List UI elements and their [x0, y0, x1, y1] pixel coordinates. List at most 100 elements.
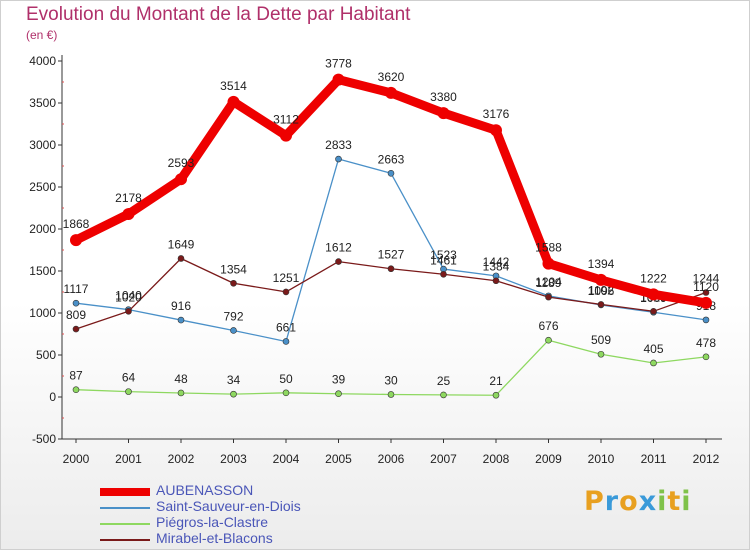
series-segment-mirabel-et-blacons	[180, 257, 235, 284]
data-label-mirabel-et-blacons: 1251	[273, 271, 300, 285]
data-label-aubenasson: 3112	[273, 113, 299, 127]
data-label-aubenasson: 3778	[325, 57, 352, 71]
data-point-aubenasson	[332, 73, 345, 86]
data-point-aubenasson	[542, 257, 555, 270]
data-point-mirabel-et-blacons	[387, 265, 395, 273]
data-label-mirabel-et-blacons: 1527	[378, 248, 405, 262]
series-segment-pi-gros-la-clastre	[547, 339, 602, 355]
series-segment-saint-sauveur-en-diois	[285, 158, 340, 343]
data-point-aubenasson	[227, 95, 240, 108]
series-segment-aubenasson	[229, 97, 291, 141]
x-tick-label: 2000	[63, 452, 90, 466]
data-label-saint-sauveur-en-diois: 792	[223, 309, 243, 323]
series-segment-aubenasson	[596, 275, 658, 299]
data-point-aubenasson	[700, 296, 712, 309]
data-point-mirabel-et-blacons	[177, 255, 185, 262]
data-point-pi-gros-la-clastre	[702, 353, 710, 361]
data-label-pi-gros-la-clastre: 34	[227, 373, 241, 387]
logo-letter: i	[681, 486, 692, 517]
logo-letter: P	[584, 486, 605, 517]
data-label-pi-gros-la-clastre: 478	[696, 336, 716, 350]
data-point-mirabel-et-blacons	[492, 277, 500, 285]
x-tick-label: 2010	[588, 452, 615, 466]
data-point-aubenasson	[70, 234, 82, 247]
legend-label-piegros: Piégros-la-Clastre	[156, 514, 269, 530]
data-label-pi-gros-la-clastre: 50	[279, 372, 293, 386]
data-label-aubenasson: 3176	[483, 107, 510, 121]
y-tick-label: 2500	[29, 180, 56, 194]
data-label-pi-gros-la-clastre: 48	[174, 372, 188, 386]
data-label-saint-sauveur-en-diois: 661	[276, 320, 296, 334]
series-segment-saint-sauveur-en-diois	[442, 268, 497, 277]
data-label-saint-sauveur-en-diois: 1442	[483, 255, 510, 269]
series-segment-saint-sauveur-en-diois	[337, 158, 392, 174]
data-point-mirabel-et-blacons	[545, 293, 552, 301]
data-point-pi-gros-la-clastre	[650, 359, 657, 367]
data-label-aubenasson: 3620	[378, 70, 405, 84]
x-tick-label: 2005	[325, 452, 352, 466]
data-label-saint-sauveur-en-diois: 1117	[64, 282, 89, 296]
x-tick-label: 2009	[535, 452, 562, 466]
data-label-mirabel-et-blacons: 1354	[220, 262, 247, 276]
data-label-saint-sauveur-en-diois: 1204	[535, 275, 562, 289]
data-label-pi-gros-la-clastre: 676	[538, 319, 558, 333]
x-tick-label: 2006	[378, 452, 405, 466]
x-tick-label: 2004	[273, 452, 300, 466]
series-segment-saint-sauveur-en-diois	[232, 329, 287, 343]
data-label-aubenasson: 1120	[693, 280, 719, 294]
series-segment-aubenasson	[334, 75, 396, 98]
data-label-mirabel-et-blacons: 1384	[483, 260, 510, 274]
data-point-pi-gros-la-clastre	[125, 388, 132, 395]
data-label-mirabel-et-blacons: 1244	[693, 272, 720, 286]
data-label-aubenasson: 1222	[640, 271, 667, 285]
data-point-mirabel-et-blacons	[72, 325, 80, 333]
data-point-pi-gros-la-clastre	[72, 386, 80, 393]
legend-label-aubenasson: AUBENASSON	[156, 482, 254, 498]
series-segment-pi-gros-la-clastre	[285, 392, 340, 395]
data-label-pi-gros-la-clastre: 25	[437, 374, 451, 388]
data-label-pi-gros-la-clastre: 87	[69, 369, 83, 383]
series-segment-aubenasson	[491, 125, 553, 269]
data-label-aubenasson: 1588	[535, 241, 562, 255]
data-label-mirabel-et-blacons: 1461	[430, 253, 457, 267]
data-point-saint-sauveur-en-diois	[335, 155, 342, 163]
data-point-mirabel-et-blacons	[597, 301, 605, 308]
series-segment-mirabel-et-blacons	[495, 280, 550, 298]
y-tick-label: 500	[36, 348, 56, 362]
series-segment-pi-gros-la-clastre	[495, 339, 550, 396]
series-segment-aubenasson	[439, 108, 501, 135]
data-point-aubenasson	[490, 124, 502, 137]
series-segment-saint-sauveur-en-diois	[495, 275, 550, 297]
data-label-saint-sauveur-en-diois: 2663	[378, 152, 405, 166]
legend-swatch-piegros	[100, 523, 150, 525]
data-point-pi-gros-la-clastre	[387, 391, 395, 398]
series-segment-mirabel-et-blacons	[232, 282, 287, 293]
data-point-aubenasson	[437, 107, 450, 120]
y-tick-label: 0	[49, 390, 56, 404]
series-segment-saint-sauveur-en-diois	[127, 308, 182, 321]
data-label-pi-gros-la-clastre: 509	[591, 333, 611, 347]
series-segment-mirabel-et-blacons	[75, 310, 130, 330]
data-label-aubenasson: 3514	[220, 79, 247, 93]
data-point-aubenasson	[595, 273, 607, 286]
series-segment-pi-gros-la-clastre	[232, 392, 287, 395]
data-label-aubenasson: 1394	[588, 257, 615, 271]
data-label-mirabel-et-blacons: 1189	[536, 276, 562, 290]
series-segment-mirabel-et-blacons	[390, 268, 445, 275]
y-tick-label: 2000	[29, 222, 56, 236]
x-tick-label: 2003	[220, 452, 247, 466]
data-label-mirabel-et-blacons: 1649	[168, 237, 195, 251]
data-label-saint-sauveur-en-diois: 1040	[115, 289, 142, 303]
data-label-saint-sauveur-en-diois: 2833	[325, 138, 352, 152]
data-point-saint-sauveur-en-diois	[387, 170, 395, 177]
logo-letter: x	[638, 486, 658, 517]
series-segment-saint-sauveur-en-diois	[652, 311, 707, 321]
series-segment-aubenasson	[176, 97, 238, 184]
series-segment-saint-sauveur-en-diois	[180, 319, 235, 332]
series-segment-pi-gros-la-clastre	[127, 390, 182, 394]
data-point-saint-sauveur-en-diois	[702, 316, 710, 324]
logo-letter: i	[657, 486, 668, 517]
y-tick-label: 3500	[29, 96, 56, 110]
data-point-saint-sauveur-en-diois	[72, 299, 80, 307]
data-label-mirabel-et-blacons: 1020	[115, 290, 142, 304]
